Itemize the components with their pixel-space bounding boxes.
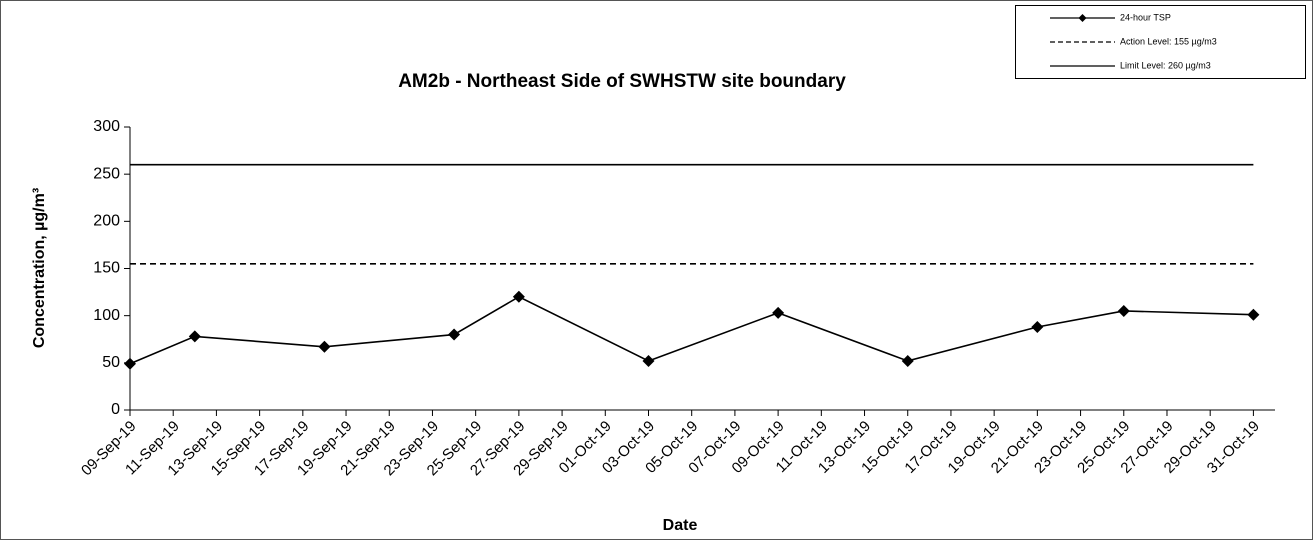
y-tick-label: 200: [93, 213, 120, 230]
data-point: [772, 306, 785, 319]
data-point: [188, 330, 201, 343]
y-tick-label: 300: [93, 118, 120, 135]
data-point: [512, 290, 525, 303]
y-tick-label: 250: [93, 165, 120, 182]
data-point: [318, 340, 331, 353]
y-tick-label: 100: [93, 307, 120, 324]
data-point: [1247, 308, 1260, 321]
data-point: [901, 354, 914, 367]
y-tick-label: 0: [111, 401, 120, 418]
chart-title: AM2b - Northeast Side of SWHSTW site bou…: [398, 71, 846, 92]
data-point: [1117, 304, 1130, 317]
data-point: [448, 328, 461, 341]
y-axis-label: Concentration, µg/m³: [31, 188, 48, 348]
y-tick-label: 150: [93, 260, 120, 277]
legend-label: Limit Level: 260 µg/m3: [1120, 60, 1211, 70]
x-axis-label: Date: [663, 517, 698, 534]
legend-label: 24-hour TSP: [1120, 12, 1171, 22]
legend-marker: [1078, 14, 1087, 22]
legend-label: Action Level: 155 µg/m3: [1120, 36, 1217, 46]
data-point: [124, 357, 136, 370]
data-point: [642, 354, 655, 367]
y-tick-label: 50: [102, 354, 120, 371]
data-point: [1031, 320, 1044, 333]
